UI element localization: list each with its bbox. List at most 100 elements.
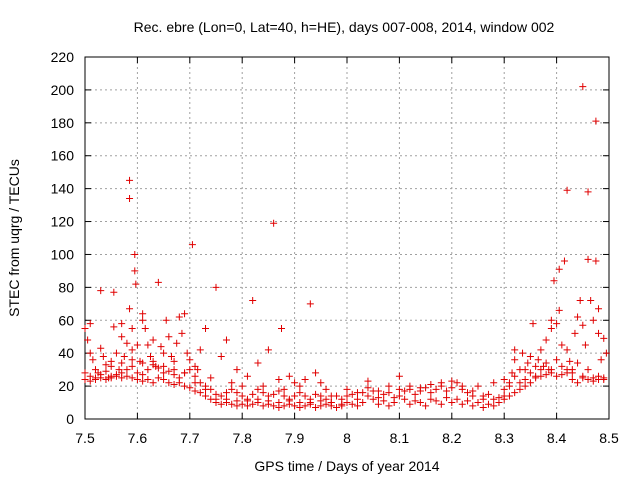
data-point xyxy=(147,352,154,360)
data-point xyxy=(600,374,608,382)
data-point xyxy=(537,366,545,374)
data-point xyxy=(233,389,241,397)
data-point xyxy=(374,387,382,395)
data-point xyxy=(542,371,550,379)
y-tick-label: 60 xyxy=(58,312,74,328)
data-point xyxy=(526,379,534,387)
data-point xyxy=(154,278,162,286)
data-point xyxy=(597,356,605,364)
data-point xyxy=(120,352,128,360)
data-point xyxy=(160,376,168,384)
data-point xyxy=(222,389,230,397)
data-point xyxy=(558,371,566,379)
data-point xyxy=(86,320,94,328)
data-point xyxy=(448,399,456,407)
data-point xyxy=(411,397,419,405)
data-point xyxy=(170,357,178,365)
data-point xyxy=(118,333,126,341)
data-point xyxy=(243,397,251,405)
data-point xyxy=(563,369,571,377)
data-point xyxy=(500,385,508,393)
data-point xyxy=(555,265,563,273)
data-point xyxy=(81,325,89,332)
data-point xyxy=(532,374,540,382)
data-point xyxy=(568,376,576,384)
data-point xyxy=(222,336,230,344)
x-tick-label: 8 xyxy=(343,430,351,446)
data-point xyxy=(186,384,194,392)
data-points xyxy=(81,83,610,411)
data-point xyxy=(505,382,513,390)
data-point xyxy=(118,359,126,367)
data-point xyxy=(238,392,246,400)
data-point xyxy=(443,387,451,395)
data-point xyxy=(364,377,372,385)
data-point xyxy=(144,341,152,349)
data-point xyxy=(526,352,534,360)
data-point xyxy=(191,379,199,387)
data-point xyxy=(348,400,356,408)
data-point xyxy=(170,380,178,388)
data-point xyxy=(178,329,186,337)
data-point xyxy=(490,402,498,410)
x-axis: 7.5 7.6 7.7 7.8 7.9 8 8.1 8.2 8.3 8.4 8.5 xyxy=(75,57,619,446)
data-point xyxy=(521,366,529,374)
data-point xyxy=(343,399,351,407)
data-point xyxy=(275,399,283,407)
data-point xyxy=(521,376,529,384)
data-point xyxy=(600,334,608,342)
data-point xyxy=(437,379,445,387)
data-point xyxy=(338,400,346,408)
data-point xyxy=(516,379,524,387)
data-point xyxy=(406,382,414,390)
data-point xyxy=(312,369,320,377)
data-point xyxy=(249,297,257,305)
data-point xyxy=(458,382,466,390)
data-point xyxy=(469,402,477,410)
data-point xyxy=(511,346,519,354)
data-point xyxy=(495,394,503,402)
data-point xyxy=(97,344,105,352)
data-point xyxy=(285,397,293,405)
data-point xyxy=(432,397,440,405)
data-point xyxy=(301,376,309,384)
data-point xyxy=(385,402,393,410)
x-tick-label: 8.4 xyxy=(547,430,567,446)
data-point xyxy=(595,329,603,337)
data-point xyxy=(291,392,299,400)
data-point xyxy=(364,384,372,392)
y-axis: 0 20 40 60 80 100 120 140 160 180 200 220 xyxy=(51,49,609,427)
data-point xyxy=(275,387,283,395)
data-point xyxy=(118,320,126,328)
data-point xyxy=(181,369,189,377)
data-point xyxy=(128,362,136,370)
y-tick-label: 180 xyxy=(51,115,75,131)
data-point xyxy=(202,392,210,400)
data-point xyxy=(212,283,220,291)
data-point xyxy=(86,377,94,385)
data-point xyxy=(280,385,288,393)
data-point xyxy=(479,403,487,411)
data-point xyxy=(416,384,424,392)
data-point xyxy=(81,376,89,384)
data-point xyxy=(144,366,152,374)
data-point xyxy=(537,372,545,380)
data-point xyxy=(385,382,393,390)
x-tick-label: 8.3 xyxy=(494,430,514,446)
data-point xyxy=(97,374,105,382)
data-point xyxy=(112,372,120,380)
data-point xyxy=(333,403,341,411)
data-point xyxy=(132,280,140,288)
data-point xyxy=(154,364,162,372)
data-point xyxy=(553,372,561,380)
data-point xyxy=(322,400,330,408)
data-point xyxy=(401,395,409,403)
data-point xyxy=(165,367,173,375)
data-point xyxy=(343,392,351,400)
data-point xyxy=(542,359,550,367)
data-point xyxy=(353,389,361,397)
x-tick-label: 8.5 xyxy=(599,430,619,446)
data-point xyxy=(278,325,285,332)
data-point xyxy=(511,389,519,397)
